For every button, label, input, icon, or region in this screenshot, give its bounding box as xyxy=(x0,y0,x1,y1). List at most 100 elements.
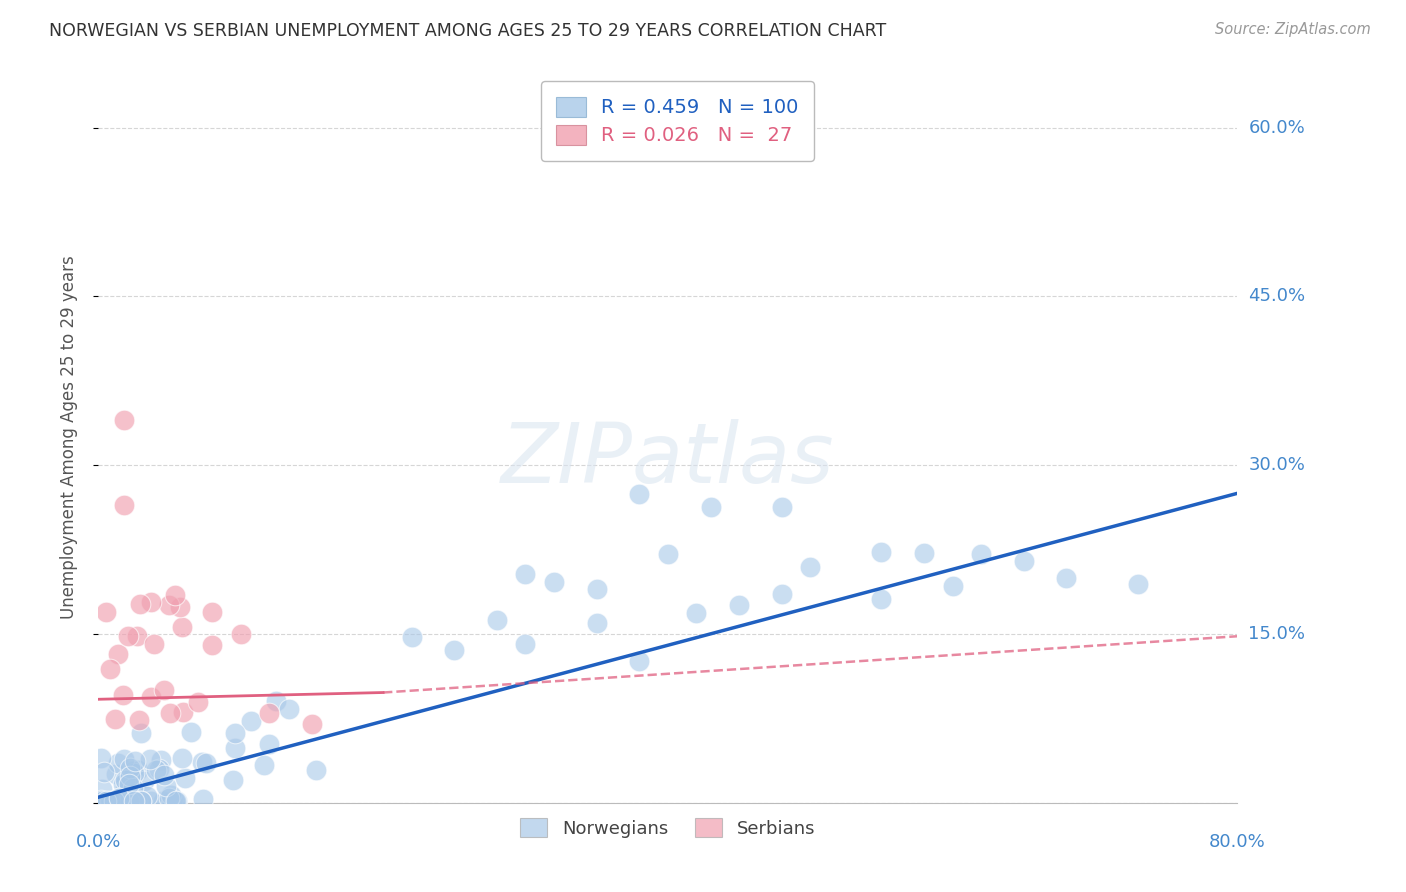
Point xyxy=(585,616,607,631)
Point xyxy=(96,793,118,807)
Point xyxy=(194,756,217,771)
Point xyxy=(165,588,187,602)
Point xyxy=(90,751,112,765)
Point xyxy=(172,706,194,720)
Point xyxy=(153,768,176,782)
Point xyxy=(401,630,423,644)
Point xyxy=(160,793,183,807)
Point xyxy=(942,579,965,593)
Point xyxy=(170,620,193,634)
Point xyxy=(239,714,262,728)
Point xyxy=(628,654,651,668)
Point xyxy=(122,780,145,795)
Point xyxy=(112,776,135,790)
Point xyxy=(222,773,245,788)
Point xyxy=(201,638,224,652)
Point xyxy=(129,793,152,807)
Point xyxy=(166,793,188,807)
Point xyxy=(125,793,148,807)
Point xyxy=(153,682,176,697)
Point xyxy=(114,773,136,788)
Point xyxy=(1056,571,1078,585)
Point xyxy=(93,764,115,779)
Point xyxy=(1012,554,1035,568)
Point xyxy=(157,790,180,805)
Point xyxy=(90,793,112,807)
Point xyxy=(91,793,114,807)
Point xyxy=(159,706,181,720)
Point xyxy=(120,793,142,807)
Point xyxy=(201,605,224,619)
Point xyxy=(127,629,149,643)
Point xyxy=(107,756,129,771)
Point xyxy=(90,793,112,807)
Point xyxy=(138,752,160,766)
Point xyxy=(148,762,170,776)
Point xyxy=(157,598,180,612)
Point xyxy=(170,751,193,765)
Point xyxy=(165,793,187,807)
Point xyxy=(143,637,166,651)
Text: ZIPatlas: ZIPatlas xyxy=(501,418,835,500)
Point xyxy=(870,591,893,606)
Point xyxy=(253,757,276,772)
Point xyxy=(139,690,162,705)
Point xyxy=(105,793,128,807)
Point xyxy=(139,595,162,609)
Point xyxy=(91,782,114,797)
Point xyxy=(970,547,993,561)
Point xyxy=(112,751,135,765)
Text: 15.0%: 15.0% xyxy=(1249,625,1305,643)
Point xyxy=(122,793,145,807)
Point xyxy=(124,754,146,768)
Point xyxy=(96,793,118,807)
Point xyxy=(118,793,141,807)
Point xyxy=(264,694,287,708)
Point xyxy=(120,769,142,783)
Point xyxy=(443,643,465,657)
Point xyxy=(278,702,301,716)
Point xyxy=(699,500,721,515)
Point xyxy=(145,763,167,777)
Point xyxy=(112,498,135,512)
Point xyxy=(139,793,162,807)
Point xyxy=(770,587,793,601)
Point xyxy=(114,782,136,797)
Point xyxy=(128,713,150,727)
Point xyxy=(132,773,155,788)
Text: 0.0%: 0.0% xyxy=(76,833,121,851)
Point xyxy=(118,762,141,776)
Point xyxy=(585,582,607,596)
Point xyxy=(224,726,246,740)
Point xyxy=(124,793,146,807)
Point xyxy=(173,771,195,785)
Point xyxy=(515,566,537,581)
Point xyxy=(224,740,246,755)
Point xyxy=(799,560,821,574)
Text: 60.0%: 60.0% xyxy=(1249,119,1305,136)
Point xyxy=(912,546,935,560)
Point xyxy=(121,764,143,779)
Text: 45.0%: 45.0% xyxy=(1249,287,1306,305)
Point xyxy=(191,755,214,769)
Point xyxy=(657,547,679,561)
Point xyxy=(150,753,173,767)
Point xyxy=(259,706,281,720)
Point xyxy=(129,597,152,611)
Point xyxy=(193,791,215,805)
Point xyxy=(108,791,131,805)
Point xyxy=(108,793,131,807)
Text: Source: ZipAtlas.com: Source: ZipAtlas.com xyxy=(1215,22,1371,37)
Point xyxy=(98,793,121,807)
Text: 30.0%: 30.0% xyxy=(1249,456,1305,475)
Point xyxy=(169,599,191,614)
Point xyxy=(135,789,157,803)
Point xyxy=(152,793,174,807)
Point xyxy=(486,613,509,627)
Point xyxy=(129,793,152,807)
Point xyxy=(91,793,114,807)
Point xyxy=(127,763,149,777)
Point xyxy=(543,574,565,589)
Point xyxy=(685,606,707,620)
Point xyxy=(101,793,124,807)
